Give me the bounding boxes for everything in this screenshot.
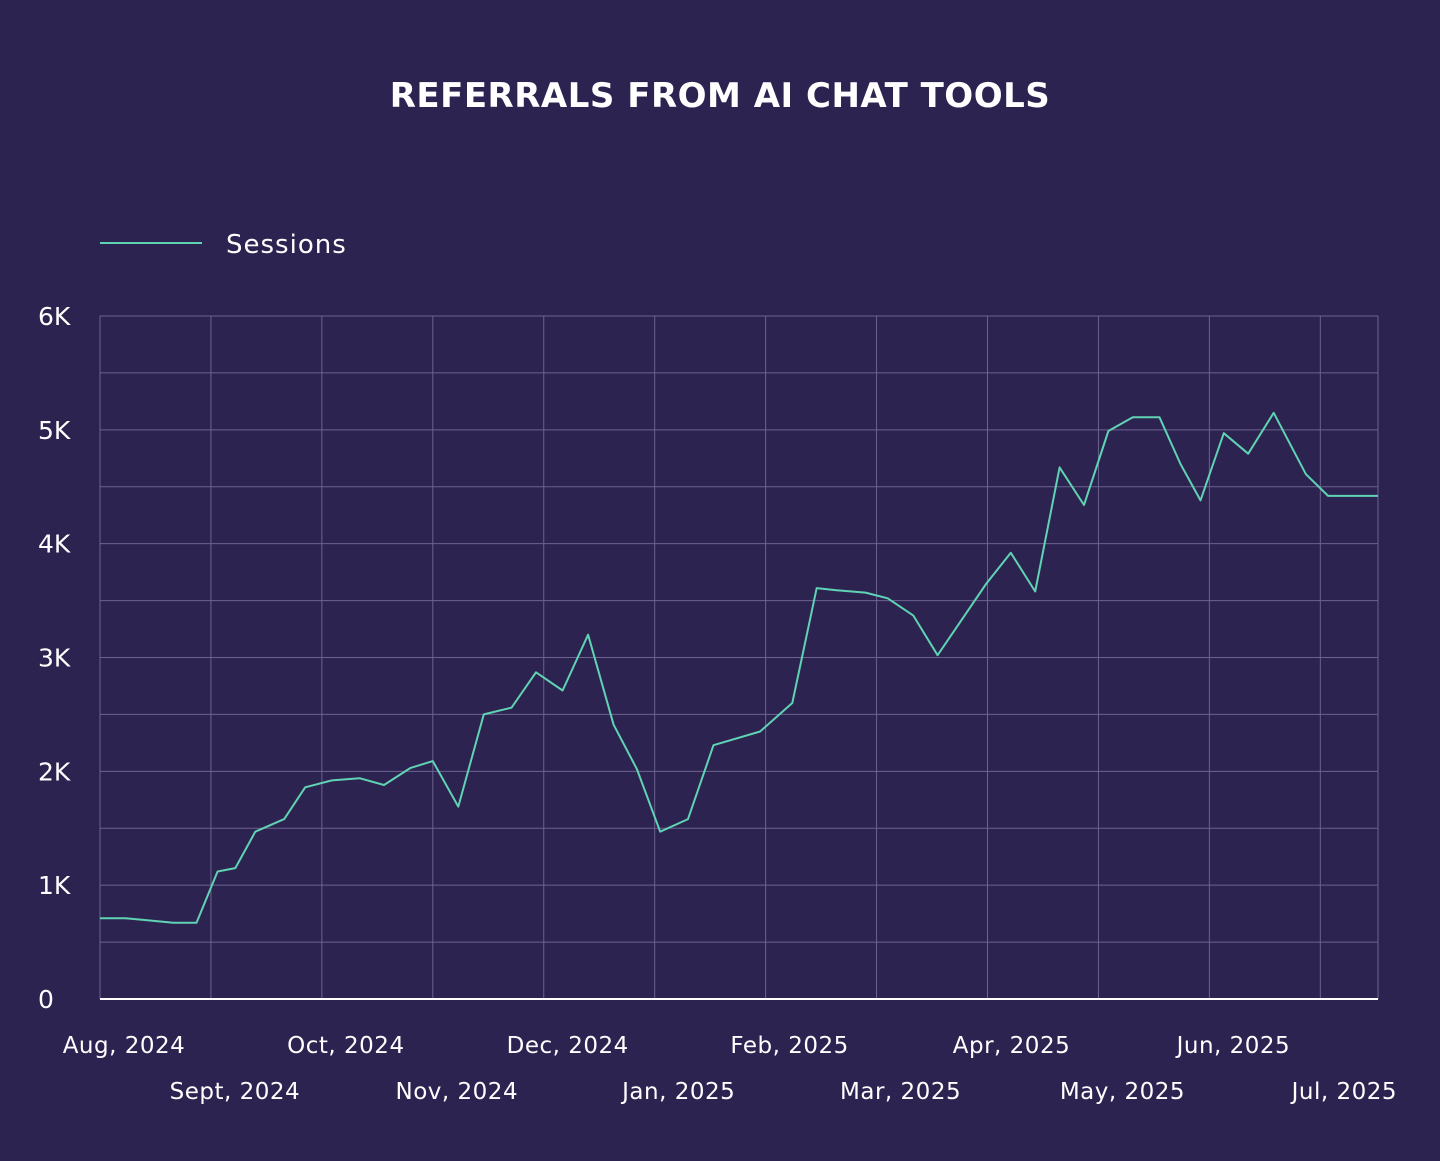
- y-tick-label: 0: [38, 985, 54, 1014]
- x-tick-label: Jul, 2025: [1290, 1079, 1397, 1105]
- x-tick-label: Nov, 2024: [396, 1079, 519, 1105]
- x-tick-label: Jan, 2025: [620, 1079, 735, 1105]
- x-tick-label: May, 2025: [1060, 1079, 1185, 1105]
- x-tick-label: Oct, 2024: [287, 1033, 404, 1059]
- y-tick-label: 1K: [38, 871, 71, 900]
- axes: 0 1K 2K 3K 4K 5K 6K Aug, 2024 Sept, 2024 Oct, 202…: [38, 302, 1397, 1105]
- y-tick-label: 6K: [38, 302, 71, 331]
- legend-label-sessions: Sessions: [226, 230, 347, 260]
- grid: [99, 315, 1379, 999]
- series-layer: [100, 411, 1378, 924]
- x-tick-label: Jun, 2025: [1175, 1033, 1291, 1059]
- y-tick-label: 3K: [38, 644, 71, 673]
- x-tick-label: Mar, 2025: [840, 1079, 961, 1105]
- series-line-sessions: [100, 411, 1378, 924]
- x-tick-label: Sept, 2024: [170, 1079, 301, 1105]
- x-tick-label: Aug, 2024: [63, 1033, 186, 1059]
- y-tick-label: 4K: [38, 530, 71, 559]
- y-tick-label: 5K: [38, 416, 71, 445]
- x-tick-label: Dec, 2024: [507, 1033, 629, 1059]
- legend: Sessions: [100, 230, 347, 260]
- x-tick-label: Feb, 2025: [730, 1033, 848, 1059]
- y-tick-label: 2K: [38, 757, 71, 786]
- x-tick-label: Apr, 2025: [953, 1033, 1070, 1059]
- chart-title: REFERRALS FROM AI CHAT TOOLS: [389, 76, 1051, 116]
